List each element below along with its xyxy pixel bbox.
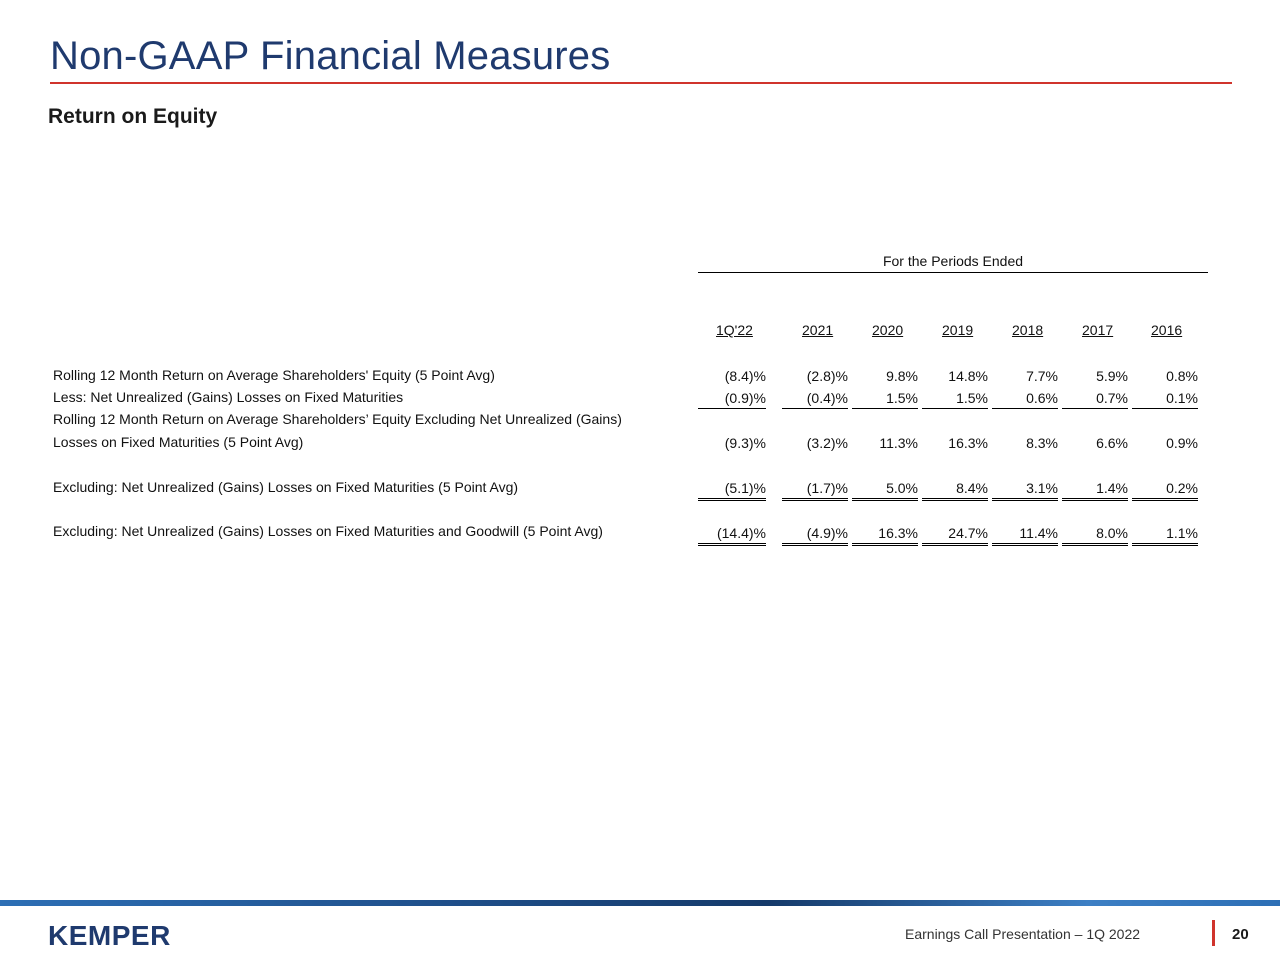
column-header-2016: 2016: [1151, 322, 1183, 338]
row-label-roe-excluding-line2: Losses on Fixed Maturities (5 Point Avg): [53, 434, 304, 450]
table-cell: 1.5%: [852, 389, 918, 409]
table-cell: (0.9)%: [698, 389, 766, 409]
table-cell: 0.9%: [1166, 435, 1198, 451]
table-cell: (3.2)%: [806, 435, 848, 451]
table-cell: 0.6%: [992, 389, 1058, 409]
table-cell: 8.0%: [1062, 524, 1128, 546]
slide-title: Non-GAAP Financial Measures: [50, 34, 611, 78]
table-cell: (0.4)%: [782, 389, 848, 409]
slide-subtitle: Return on Equity: [48, 105, 218, 128]
column-header-2021: 2021: [802, 322, 834, 338]
table-cell: (2.8)%: [806, 368, 848, 384]
row-label-excluding-unrealized: Excluding: Net Unrealized (Gains) Losses…: [53, 479, 519, 495]
row-label-excluding-goodwill: Excluding: Net Unrealized (Gains) Losses…: [53, 523, 603, 539]
kemper-logo: KEMPER: [48, 920, 171, 951]
table-cell: 8.4%: [922, 479, 988, 501]
table-cell: (9.3)%: [724, 435, 766, 451]
row-label-roe-excluding-line1: Rolling 12 Month Return on Average Share…: [53, 411, 622, 427]
column-header-2019: 2019: [942, 322, 974, 338]
table-cell: 0.2%: [1132, 479, 1198, 501]
table-cell: 5.9%: [1096, 368, 1128, 384]
table-cell: (14.4)%: [698, 524, 766, 546]
page-number: 20: [1232, 926, 1249, 943]
table-cell: 16.3%: [948, 435, 988, 451]
presentation-label: Earnings Call Presentation – 1Q 2022: [905, 926, 1141, 942]
table-cell: 1.5%: [922, 389, 988, 409]
table-cell: 11.4%: [992, 524, 1058, 546]
row-label-roe: Rolling 12 Month Return on Average Share…: [53, 367, 495, 383]
table-cell: 9.8%: [886, 368, 918, 384]
table-cell: 24.7%: [922, 524, 988, 546]
table-cell: (8.4)%: [724, 368, 766, 384]
table-cell: 5.0%: [852, 479, 918, 501]
table-cell: 0.1%: [1132, 389, 1198, 409]
table-cell: 1.1%: [1132, 524, 1198, 546]
table-cell: 3.1%: [992, 479, 1058, 501]
table-cell: (4.9)%: [782, 524, 848, 546]
column-header-2017: 2017: [1082, 322, 1114, 338]
footer-divider: [1212, 920, 1215, 946]
table-cell: 8.3%: [1026, 435, 1058, 451]
table-cell: 0.8%: [1166, 368, 1198, 384]
column-header-2020: 2020: [872, 322, 904, 338]
table-cell: 16.3%: [852, 524, 918, 546]
table-cell: 14.8%: [948, 368, 988, 384]
period-header: For the Periods Ended: [698, 253, 1208, 273]
table-cell: 6.6%: [1096, 435, 1128, 451]
title-divider: [50, 82, 1232, 84]
table-cell: 11.3%: [879, 435, 918, 451]
table-cell: (5.1)%: [698, 479, 766, 501]
row-label-less-unrealized: Less: Net Unrealized (Gains) Losses on F…: [53, 389, 404, 405]
column-header-2018: 2018: [1012, 322, 1044, 338]
table-cell: 1.4%: [1062, 479, 1128, 501]
column-header-1q22: 1Q'22: [716, 322, 753, 338]
table-cell: (1.7)%: [782, 479, 848, 501]
table-cell: 0.7%: [1062, 389, 1128, 409]
table-cell: 7.7%: [1026, 368, 1058, 384]
footer-band: [0, 900, 1280, 906]
